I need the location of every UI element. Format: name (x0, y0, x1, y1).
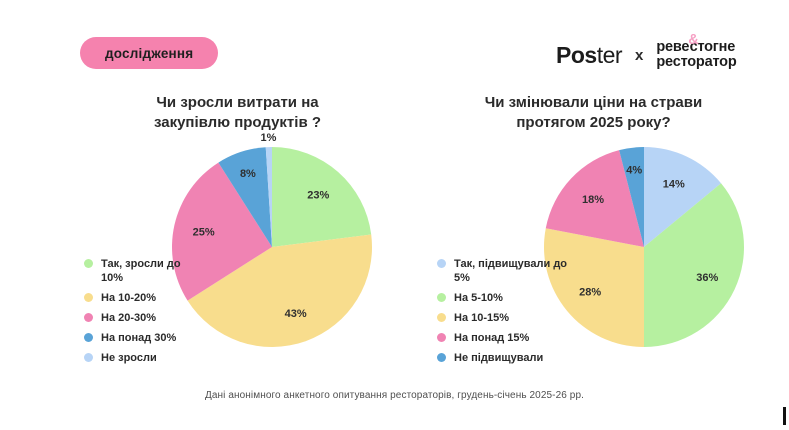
pie-value-label: 43% (285, 308, 307, 320)
brand-line1-pre: реве (656, 39, 690, 55)
pie-slice (543, 228, 644, 347)
legend-costs: Так, зросли до 10% На 10-20% На 20-30% На п… (84, 257, 193, 365)
poster-logo: Poster (556, 41, 623, 69)
legend-item: Не підвищували (437, 351, 582, 365)
pie-slice (272, 147, 372, 247)
chart-title-prices: Чи змінювали ціни на страви протягом 202… (484, 94, 703, 131)
legend-dot-icon (84, 259, 93, 268)
pie-value-label: 14% (663, 179, 685, 191)
legend-item: На понад 30% (84, 331, 193, 345)
restorator-logo-line1: реве&стогне (656, 33, 736, 55)
logo-separator: x (635, 46, 644, 64)
legend-label: На понад 30% (101, 332, 177, 344)
pie-value-label: 28% (579, 287, 601, 299)
legend-dot-icon (84, 353, 93, 362)
legend-item: На 10-15% (437, 311, 582, 325)
brand-logos: Poster x реве&стогне ресторатор (556, 33, 737, 70)
legend-dot-icon (437, 259, 446, 268)
legend-label: Не зросли (101, 352, 157, 364)
chart-title-costs: Чи зросли витрати на закупівлю продуктів… (153, 94, 321, 131)
legend-label: Так, підвищували до 5% (454, 258, 568, 284)
source-caption: Дані анонімного анкетного опитування рес… (204, 390, 584, 401)
poster-logo-bold: Pos (556, 41, 597, 68)
legend-dot-icon (437, 313, 446, 322)
research-badge: дослідження (80, 37, 219, 69)
legend-item: На 10-20% (84, 291, 193, 305)
legend-label: На понад 15% (454, 332, 530, 344)
legend-dot-icon (84, 333, 93, 342)
pie-slice (644, 183, 744, 347)
restorator-logo: реве&стогне ресторатор (656, 33, 737, 70)
legend-label: На 10-15% (454, 312, 510, 324)
legend-item: Не зросли (84, 351, 193, 365)
legend-label: На 10-20% (101, 292, 157, 304)
pie-slice (187, 234, 372, 347)
legend-item: На 5-10% (437, 291, 582, 305)
legend-dot-icon (437, 353, 446, 362)
legend-dot-icon (84, 293, 93, 302)
pie-chart-costs: 23% 43% 25% 8% 1% (172, 132, 372, 347)
brand-line1-post: стогне (689, 39, 736, 55)
legend-dot-icon (437, 333, 446, 342)
legend-prices: Так, підвищували до 5% На 5-10% На 10-15% Н… (437, 257, 582, 365)
legend-label: На 20-30% (101, 312, 157, 324)
text-cursor-mark (783, 407, 786, 425)
pie-value-label: 23% (307, 190, 329, 202)
legend-label: Не підвищували (454, 352, 544, 364)
pie-value-label: 1% (261, 132, 277, 144)
pie-chart-prices: 14% 36% 28% 18% 4% (543, 147, 744, 347)
legend-item: На 20-30% (84, 311, 193, 325)
legend-label: На 5-10% (454, 292, 503, 304)
pie-slice (644, 147, 722, 247)
pie-value-label: 25% (193, 227, 215, 239)
legend-dot-icon (437, 293, 446, 302)
poster-logo-rest: ter (596, 41, 623, 68)
pie-slice (545, 150, 644, 247)
pie-value-label: 36% (696, 272, 718, 284)
legend-dot-icon (84, 313, 93, 322)
legend-item: Так, зросли до 10% (84, 257, 193, 285)
legend-item: На понад 15% (437, 331, 582, 345)
pie-value-label: 18% (582, 194, 604, 206)
legend-label: Так, зросли до 10% (101, 258, 181, 284)
legend-item: Так, підвищували до 5% (437, 257, 582, 285)
pie-slice (619, 147, 644, 247)
pie-value-label: 4% (626, 165, 642, 177)
restorator-logo-line2: ресторатор (656, 54, 737, 70)
ampersand-mark: & (688, 32, 699, 48)
pie-value-label: 8% (240, 168, 256, 180)
pie-slice (265, 147, 272, 247)
pie-slice (218, 147, 272, 247)
pie-slice (172, 162, 272, 301)
